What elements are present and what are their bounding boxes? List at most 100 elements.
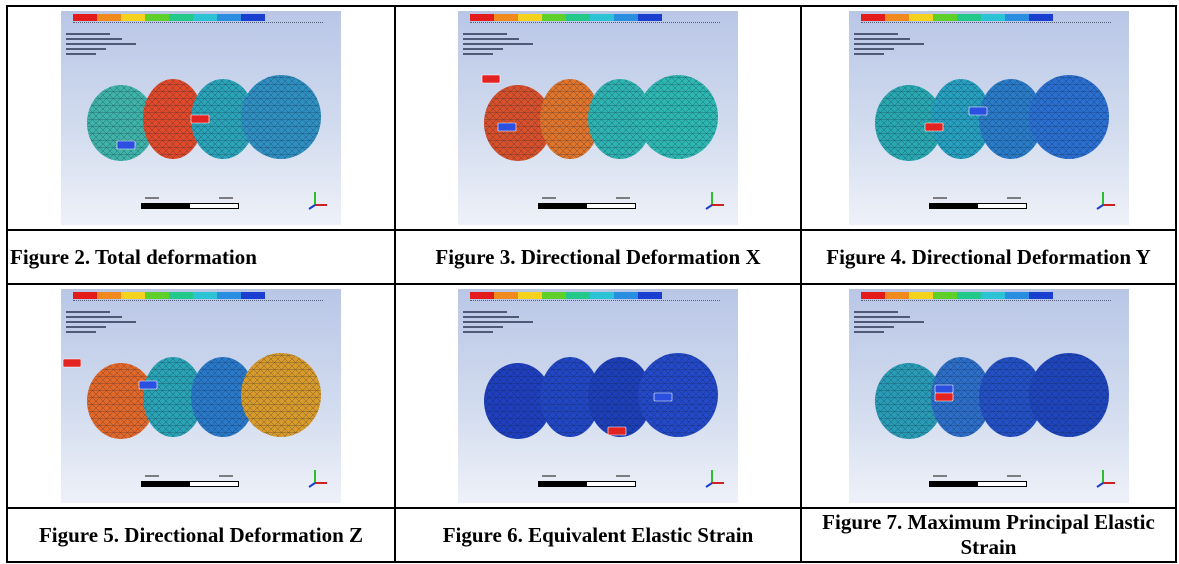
- scale-bar-label: [219, 475, 233, 477]
- legend-values-strip: [73, 22, 323, 28]
- mesh-overlay: [978, 357, 1043, 437]
- mesh-overlay: [1028, 75, 1109, 159]
- max-marker: [481, 74, 501, 84]
- figure-6-image: [458, 289, 738, 503]
- legend-values-strip: [860, 22, 1111, 28]
- figure-5-caption: Figure 5. Directional Deformation Z: [6, 507, 396, 563]
- legend-swatch: [956, 292, 981, 299]
- legend-swatch: [566, 292, 590, 299]
- figure-7-image-cell: [800, 283, 1177, 509]
- color-legend: [73, 292, 265, 299]
- legend-swatch: [73, 292, 97, 299]
- scale-bar-label: [219, 197, 233, 199]
- mesh-overlay: [1028, 353, 1109, 437]
- legend-swatch: [932, 14, 957, 21]
- scale-bar-label: [616, 197, 630, 199]
- mesh-overlay: [143, 79, 203, 159]
- legend-values-strip: [860, 300, 1111, 306]
- legend-swatch: [121, 292, 145, 299]
- figure-4-caption: Figure 4. Directional Deformation Y: [800, 229, 1177, 285]
- scale-bar-label: [145, 475, 159, 477]
- legend-swatch: [542, 14, 566, 21]
- axis-triad-icon: [1095, 192, 1115, 210]
- mesh-overlay: [540, 357, 600, 437]
- legend-swatch: [217, 14, 241, 21]
- legend-swatch: [169, 14, 193, 21]
- tooth-model-render: [87, 75, 321, 161]
- min-marker: [497, 122, 517, 132]
- result-info-block: [66, 311, 136, 336]
- legend-swatch: [470, 14, 494, 21]
- figure-7-caption: Figure 7. Maximum Principal Elastic Stra…: [800, 507, 1177, 563]
- max-marker: [924, 122, 943, 132]
- legend-swatch: [145, 14, 169, 21]
- figure-5-image: [61, 289, 341, 503]
- result-info-block: [463, 33, 533, 58]
- legend-swatch: [1004, 292, 1029, 299]
- legend-swatch: [169, 292, 193, 299]
- tooth-model-render: [874, 75, 1109, 161]
- min-marker: [116, 140, 136, 150]
- legend-swatch: [241, 14, 265, 21]
- figure-6-caption: Figure 6. Equivalent Elastic Strain: [394, 507, 802, 563]
- figure-2-caption: Figure 2. Total deformation: [6, 229, 396, 285]
- result-info-block: [853, 311, 924, 336]
- figure-table: Figure 2. Total deformation Figure 3. Di…: [6, 5, 1177, 563]
- min-marker: [138, 380, 158, 390]
- max-marker: [607, 426, 627, 436]
- legend-swatch: [884, 292, 909, 299]
- mesh-overlay: [484, 85, 552, 161]
- scale-bar-label: [932, 475, 947, 477]
- mesh-overlay: [191, 357, 255, 437]
- legend-swatch: [638, 292, 662, 299]
- scale-bar-label: [1006, 475, 1021, 477]
- legend-swatch: [638, 14, 662, 21]
- legend-swatch: [518, 292, 542, 299]
- mesh-overlay: [540, 79, 600, 159]
- figure-3-image: [458, 11, 738, 225]
- legend-swatch: [470, 292, 494, 299]
- mesh-overlay: [87, 85, 155, 161]
- scale-bar-label: [616, 475, 630, 477]
- scale-bar: [928, 481, 1027, 487]
- figure-3-image-cell: [394, 5, 802, 231]
- min-marker: [968, 106, 987, 116]
- legend-swatch: [121, 14, 145, 21]
- legend-values-strip: [73, 300, 323, 306]
- result-info-block: [66, 33, 136, 58]
- scale-bar: [141, 203, 239, 209]
- legend-swatch: [193, 292, 217, 299]
- legend-swatch: [542, 292, 566, 299]
- mesh-overlay: [241, 353, 321, 437]
- legend-swatch: [956, 14, 981, 21]
- axis-triad-icon: [308, 192, 327, 210]
- mesh-overlay: [191, 79, 255, 159]
- legend-swatch: [1028, 292, 1053, 299]
- max-marker: [934, 392, 953, 402]
- legend-swatch: [494, 292, 518, 299]
- scale-bar-label: [542, 475, 556, 477]
- scale-bar: [538, 203, 636, 209]
- scale-bar-label: [932, 197, 947, 199]
- axis-triad-icon: [308, 470, 327, 488]
- mesh-overlay: [978, 79, 1043, 159]
- figure-4-image-cell: [800, 5, 1177, 231]
- legend-values-strip: [470, 22, 720, 28]
- tooth-model-render: [484, 353, 718, 439]
- scale-bar-label: [145, 197, 159, 199]
- legend-swatch: [884, 14, 909, 21]
- tooth-model-render: [481, 74, 718, 161]
- axis-triad-icon: [1095, 470, 1115, 488]
- figure-3-caption: Figure 3. Directional Deformation X: [394, 229, 802, 285]
- min-marker: [934, 384, 953, 394]
- mesh-overlay: [143, 357, 203, 437]
- mesh-overlay: [930, 357, 991, 437]
- color-legend: [470, 14, 662, 21]
- legend-swatch: [908, 292, 933, 299]
- max-marker: [62, 358, 82, 368]
- legend-swatch: [494, 14, 518, 21]
- mesh-overlay: [588, 357, 652, 437]
- mesh-overlay: [87, 363, 155, 439]
- legend-values-strip: [470, 300, 720, 306]
- legend-swatch: [908, 14, 933, 21]
